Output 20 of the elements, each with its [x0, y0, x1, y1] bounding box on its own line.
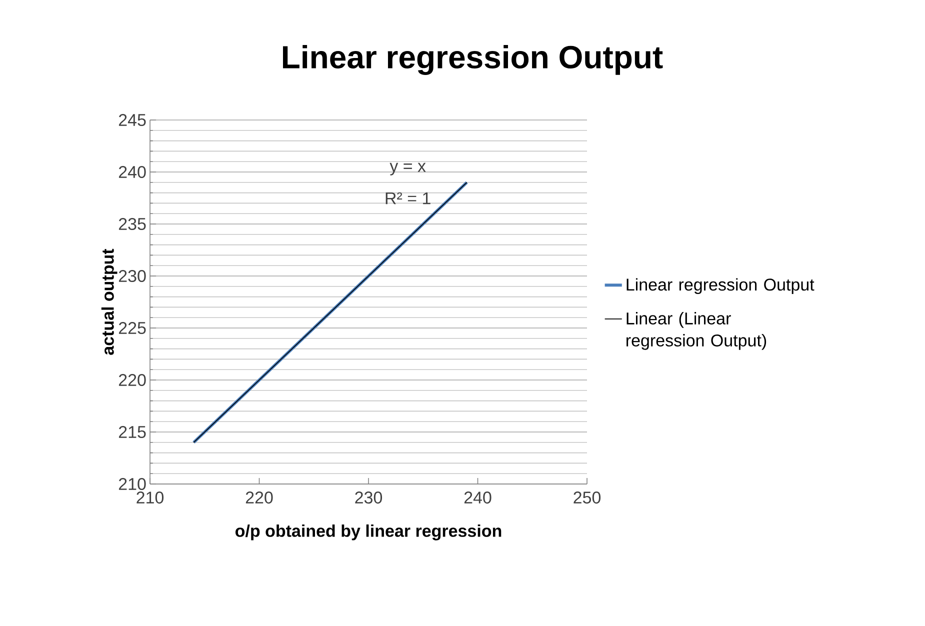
- legend-label: Linear (Linear regression Output): [626, 312, 766, 350]
- x-tick-label: 210: [136, 492, 164, 504]
- annotation: y = x: [390, 162, 426, 176]
- y-tick-label: 210: [118, 478, 146, 490]
- x-tick-label: 230: [355, 492, 382, 504]
- y-tick-label: 220: [118, 374, 146, 386]
- y-tick-label: 235: [118, 218, 146, 230]
- x-tick-label: 240: [464, 492, 492, 504]
- x-tick-label: 250: [574, 492, 601, 504]
- chart-title: Linear regression Output: [283, 45, 663, 75]
- x-axis-title: o/p obtained by linear regression: [235, 524, 502, 540]
- y-axis-title: actual output: [101, 248, 118, 355]
- y-tick-label: 230: [118, 270, 146, 282]
- y-tick-label: 225: [118, 322, 146, 334]
- y-tick-label: 240: [118, 166, 146, 178]
- annotation: R² = 1: [386, 192, 430, 204]
- x-tick-label: 220: [246, 492, 273, 504]
- y-tick-label: 215: [118, 426, 146, 438]
- legend-label: Linear regression Output: [626, 278, 814, 294]
- y-tick-label: 245: [118, 114, 146, 126]
